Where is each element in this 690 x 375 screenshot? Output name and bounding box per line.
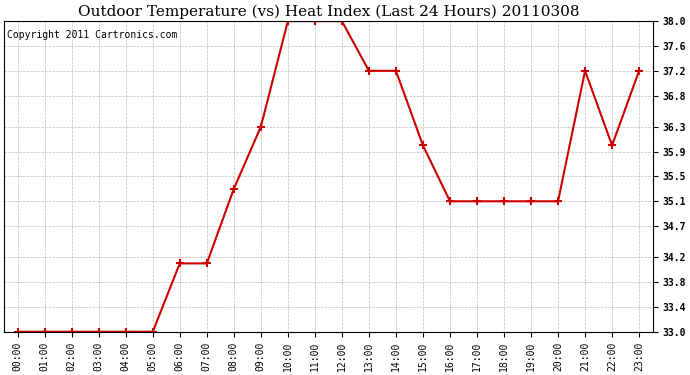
Title: Outdoor Temperature (vs) Heat Index (Last 24 Hours) 20110308: Outdoor Temperature (vs) Heat Index (Las… (78, 4, 579, 18)
Text: Copyright 2011 Cartronics.com: Copyright 2011 Cartronics.com (8, 30, 178, 40)
